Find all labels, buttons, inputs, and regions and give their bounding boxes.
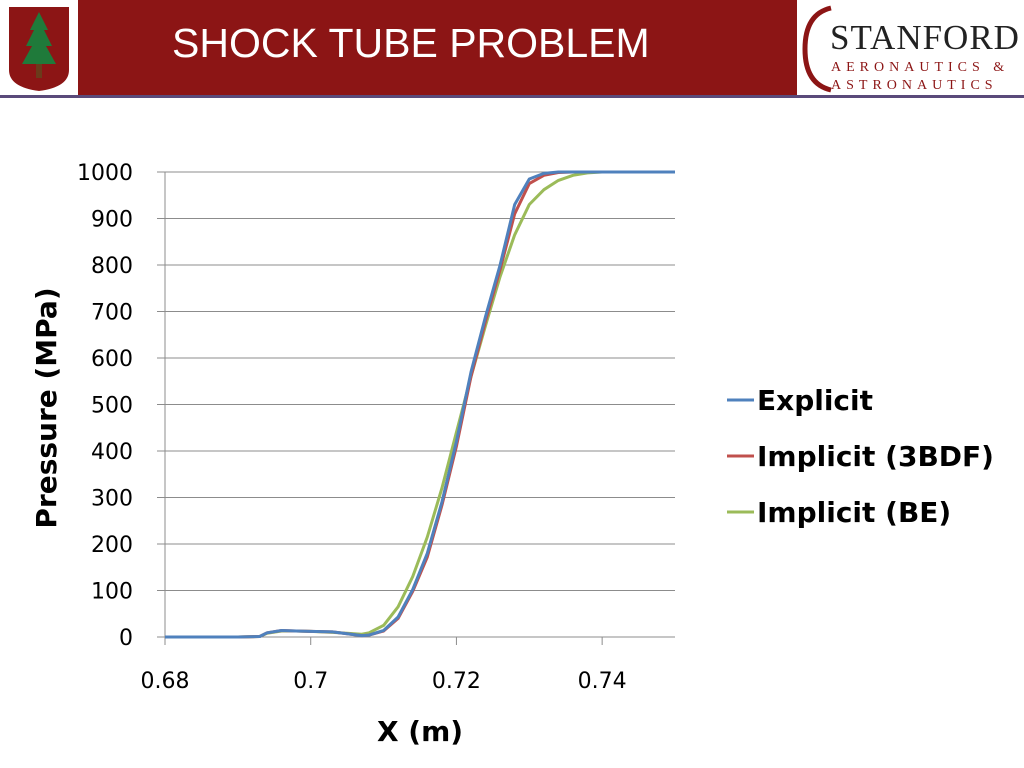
y-tick-label: 0	[119, 626, 133, 651]
legend-label: Explicit	[757, 384, 873, 417]
series-line-0	[165, 170, 675, 639]
logo-subline-1: AERONAUTICS &	[831, 60, 1010, 75]
y-axis-label: Pressure (MPa)	[30, 287, 63, 528]
logo-subline-2: ASTRONAUTICS	[831, 78, 998, 93]
slide-title: SHOCK TUBE PROBLEM	[172, 20, 650, 66]
x-tick-label: 0.68	[141, 669, 190, 694]
chart-axes	[157, 171, 675, 645]
stanford-seal-logo	[0, 0, 78, 95]
y-tick-label: 200	[91, 533, 133, 558]
x-axis-label: X (m)	[377, 715, 463, 748]
x-tick-label: 0.72	[432, 669, 481, 694]
y-tick-label: 700	[91, 301, 133, 326]
y-tick-label: 300	[91, 487, 133, 512]
chart-legend: Explicit Implicit (3BDF) Implicit (BE)	[727, 384, 994, 529]
legend-label: Implicit (BE)	[757, 496, 951, 529]
chart-series	[165, 170, 675, 639]
x-tick-labels: 0.68 0.7 0.72 0.74	[141, 669, 627, 694]
y-tick-label: 400	[91, 440, 133, 465]
x-tick-label: 0.74	[578, 669, 627, 694]
y-tick-label: 1000	[77, 161, 133, 186]
stanford-aero-logo: STANFORD AERONAUTICS & ASTRONAUTICS	[797, 0, 1024, 95]
stanford-tree-icon	[7, 5, 71, 94]
y-tick-label: 600	[91, 347, 133, 372]
logo-wordmark: STANFORD	[830, 18, 1020, 57]
logo-arc-icon	[802, 5, 832, 93]
legend-label: Implicit (3BDF)	[757, 440, 994, 473]
chart-gridlines	[165, 171, 675, 591]
pressure-chart: 0 100 200 300 400 500 600 700 800 900 1000 0.68 0.7…	[30, 161, 994, 748]
y-tick-label: 500	[91, 394, 133, 419]
y-tick-labels: 0 100 200 300 400 500 600 700 800 900 1000	[77, 161, 133, 651]
y-tick-label: 100	[91, 580, 133, 605]
slide-header: SHOCK TUBE PROBLEM STANFORD AERONAUTICS …	[0, 0, 1024, 98]
y-tick-label: 900	[91, 208, 133, 233]
x-tick-label: 0.7	[293, 669, 328, 694]
y-tick-label: 800	[91, 254, 133, 279]
